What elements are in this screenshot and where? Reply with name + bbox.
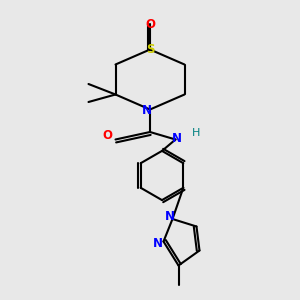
Text: S: S xyxy=(146,43,154,56)
Text: H: H xyxy=(192,128,201,139)
Text: O: O xyxy=(102,129,112,142)
Text: N: N xyxy=(164,210,175,223)
Text: N: N xyxy=(142,104,152,117)
Text: O: O xyxy=(145,17,155,31)
Text: N: N xyxy=(153,237,163,250)
Text: N: N xyxy=(172,132,182,146)
